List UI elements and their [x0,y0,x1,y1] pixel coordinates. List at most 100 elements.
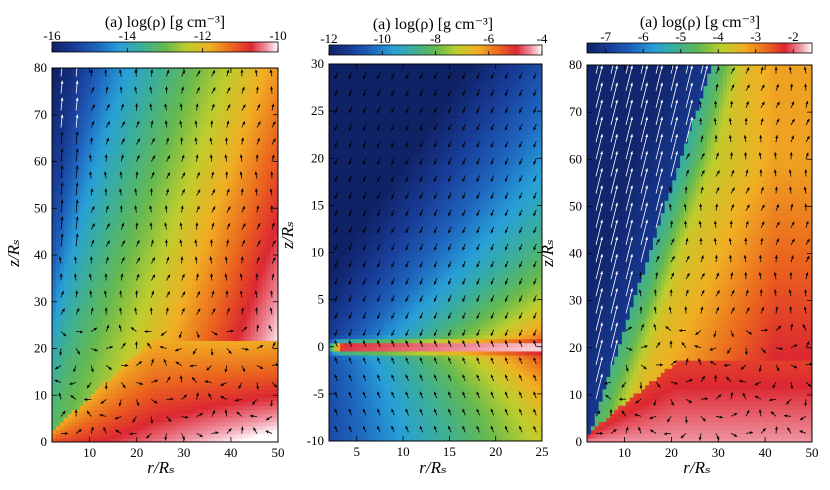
density-cell [161,295,166,301]
density-cell [126,120,131,126]
density-cell [83,320,88,325]
density-cell [59,336,65,341]
density-cell [102,230,108,236]
density-cell [137,413,143,419]
density-cell [161,124,166,130]
density-cell [219,202,225,207]
density-cell [188,108,193,114]
density-cell [87,328,92,333]
density-cell [94,259,100,264]
density-cell [227,324,232,329]
density-cell [90,409,96,415]
density-cell [215,238,221,244]
density-cell [262,372,267,378]
density-cell [114,336,119,341]
density-cell [110,120,115,126]
density-cell [141,263,147,268]
density-cell [67,381,73,386]
density-cell [223,120,228,126]
density-cell [110,291,115,297]
density-cell [79,218,84,224]
density-cell [180,153,186,159]
density-cell [67,116,73,122]
density-cell [118,283,123,289]
density-cell [172,307,178,313]
density-cell [157,433,162,439]
density-cell [258,348,264,354]
density-cell [242,84,248,89]
density-cell [165,153,170,159]
density-cell [223,173,228,179]
density-cell [114,417,119,423]
density-cell [63,234,69,240]
density-cell [145,372,151,378]
density-cell [250,226,256,232]
density-cell [118,100,123,106]
density-cell [203,397,209,402]
density-cell [235,185,240,191]
density-cell [196,389,201,394]
density-cell [215,165,221,171]
density-cell [106,230,112,236]
density-cell [203,385,209,390]
density-cell [67,214,73,220]
density-cell [75,68,80,73]
density-cell [129,185,135,191]
density-cell [211,84,217,89]
density-cell [180,80,186,85]
density-cell [176,279,182,285]
colorbar-tick-label: -10 [269,28,286,43]
density-cell [102,133,108,138]
density-cell [71,340,76,346]
density-cell [118,376,123,382]
density-cell [106,185,112,191]
density-cell [231,425,236,431]
density-cell [200,157,205,163]
density-cell [203,198,209,203]
density-cell [157,116,162,122]
density-cell [168,169,174,175]
density-cell [75,385,80,390]
density-cell [133,320,139,325]
density-cell [145,68,151,73]
density-cell [59,153,65,159]
density-cell [219,328,225,333]
density-cell [239,161,244,167]
density-cell [219,315,225,321]
density-cell [223,124,228,130]
density-cell [126,381,131,386]
density-cell [176,96,182,102]
density-cell [188,368,193,374]
density-cell [55,344,61,350]
density-cell [75,84,80,89]
density-cell [215,344,221,350]
density-cell [172,344,178,350]
density-cell [200,218,205,224]
density-cell [223,133,228,138]
density-cell [184,381,189,386]
density-cell [165,88,170,93]
density-cell [94,104,100,110]
density-cell [176,328,182,333]
density-cell [207,259,213,264]
density-cell [94,88,100,93]
density-cell [172,376,178,382]
density-cell [168,425,174,431]
density-cell [71,259,76,264]
density-cell [172,417,178,423]
density-cell [262,425,267,431]
density-cell [87,210,92,215]
density-cell [102,299,108,305]
density-cell [129,112,135,118]
density-cell [87,283,92,289]
density-cell [165,149,170,154]
density-cell [153,397,158,402]
density-cell [133,181,139,187]
density-cell [52,80,57,85]
density-cell [203,429,209,435]
density-cell [239,88,244,93]
density-cell [71,303,76,309]
density-cell [71,360,76,366]
density-cell [227,328,232,333]
density-cell [211,128,217,134]
